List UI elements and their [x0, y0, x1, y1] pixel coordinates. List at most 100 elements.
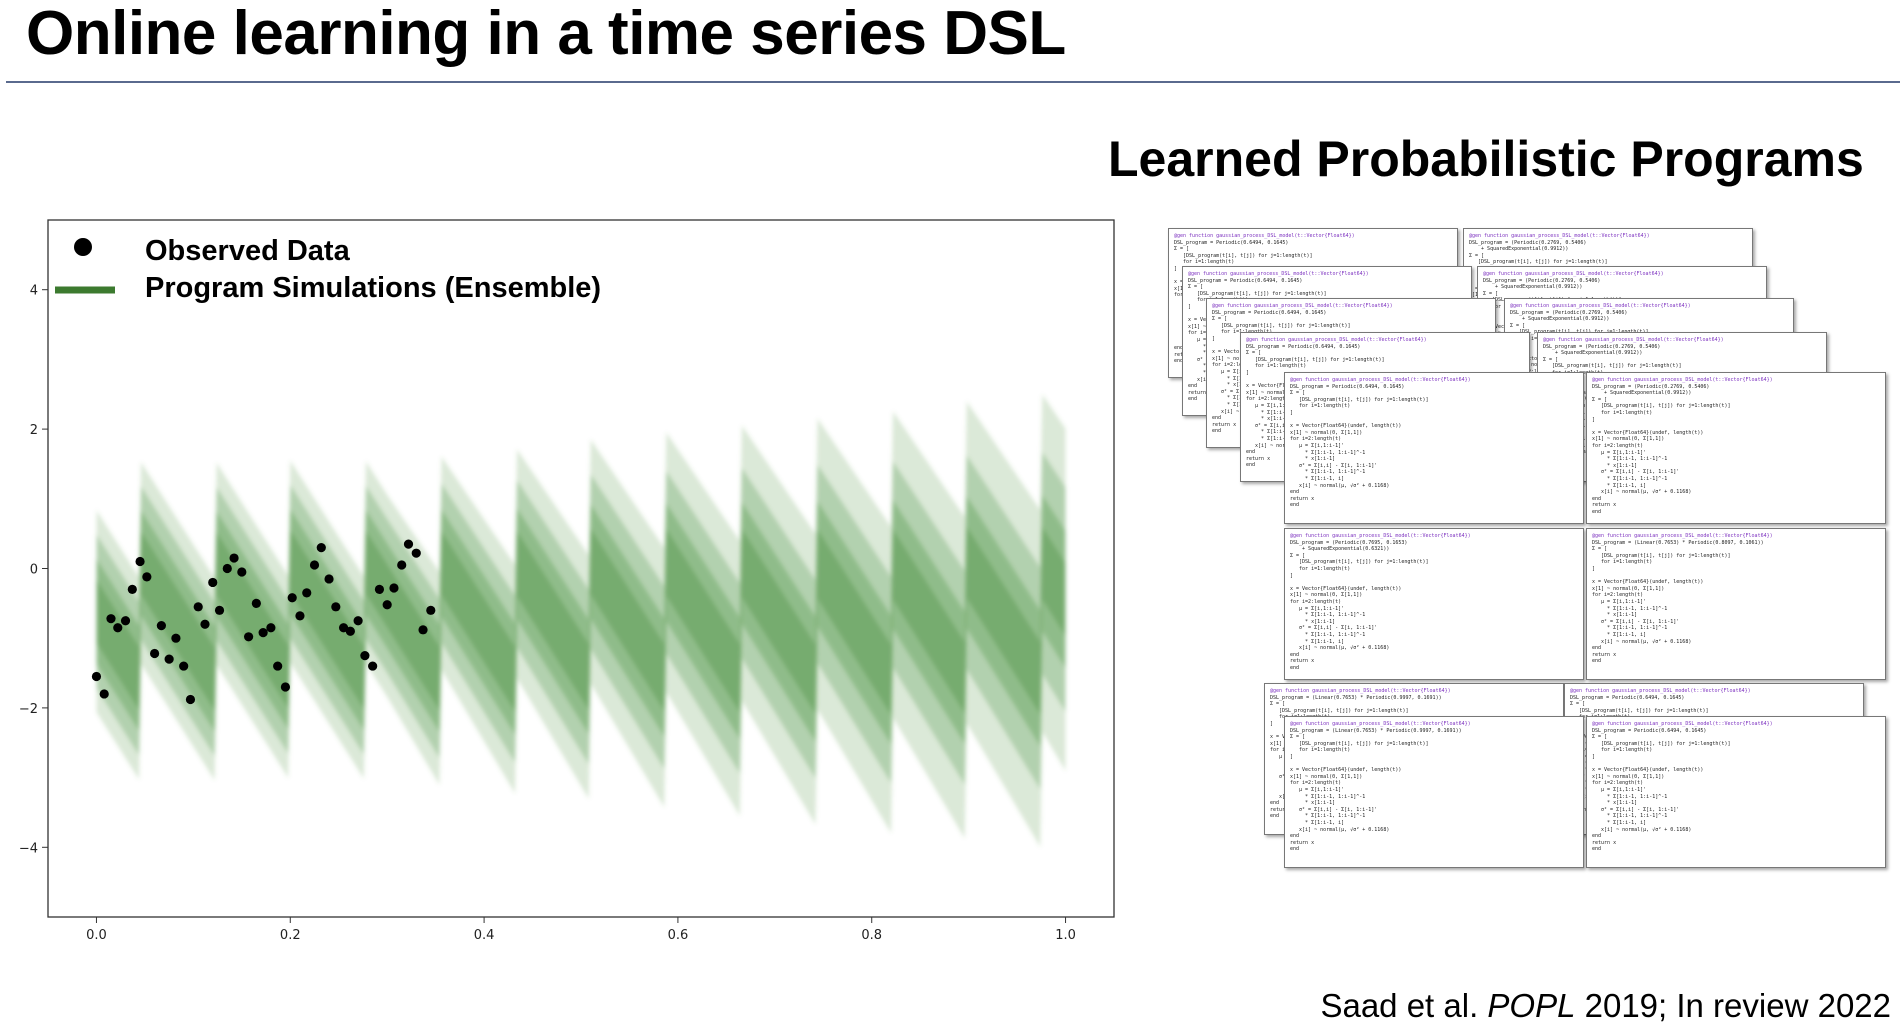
slide-title: Online learning in a time series DSL — [26, 0, 1066, 68]
observed-point — [368, 661, 378, 671]
program-kernel: DSL_program = Periodic(0.6494, 0.1645) — [1188, 277, 1303, 284]
program-kernel: DSL_program = Periodic(0.6494, 0.1645) — [1246, 343, 1361, 350]
program-header: @gen function gaussian_process_DSL_model… — [1469, 233, 1650, 239]
observed-point — [127, 584, 137, 595]
x-axis: 0.0 0.2 0.4 0.6 0.8 1.0 — [86, 917, 1076, 940]
observed-point — [185, 694, 196, 705]
y-tick-label: 4 — [30, 284, 38, 299]
program-card: @gen function gaussian_process_DSL_model… — [1284, 528, 1584, 680]
program-body: Σ = [ [DSL_program(t[i], t[j]) for j=1:l… — [1290, 552, 1429, 671]
program-header: @gen function gaussian_process_DSL_model… — [1592, 377, 1773, 383]
programs-title: Learned Probabilistic Programs — [1108, 131, 1864, 187]
program-header: @gen function gaussian_process_DSL_model… — [1290, 377, 1471, 383]
observed-point — [135, 556, 145, 567]
observed-point — [171, 633, 181, 643]
observed-point — [229, 553, 239, 563]
program-body: Σ = [ [DSL_program(t[i], t[j]) for j=1:l… — [1592, 734, 1731, 853]
observed-point — [411, 548, 421, 558]
observed-point — [353, 616, 363, 626]
observed-point — [91, 671, 102, 682]
observed-point — [273, 661, 283, 671]
observed-point — [316, 542, 326, 553]
observed-point — [374, 584, 385, 595]
y-tick-label: 0 — [30, 563, 38, 578]
program-body: Σ = [ [DSL_program(t[i], t[j]) for j=1:l… — [1592, 546, 1731, 665]
observed-point — [403, 539, 414, 549]
observed-point — [389, 583, 399, 593]
program-kernel: DSL_program = Periodic(0.6494, 0.1645) — [1570, 694, 1685, 701]
observed-point — [426, 605, 436, 615]
observed-point — [309, 560, 320, 570]
program-kernel: DSL_program = (Periodic(0.7695, 0.1653) … — [1290, 539, 1408, 553]
observed-point — [338, 623, 349, 633]
observed-point — [150, 648, 160, 659]
program-kernel: DSL_program = (Periodic(0.2769, 0.5406) … — [1483, 277, 1601, 291]
title-divider — [6, 81, 1900, 83]
program-kernel: DSL_program = (Periodic(0.2769, 0.5406) … — [1469, 239, 1587, 253]
observed-point — [113, 623, 123, 633]
y-tick-label: −4 — [19, 841, 38, 856]
program-body: Σ = [ [DSL_program(t[i], t[j]) for j=1:l… — [1290, 734, 1429, 853]
program-header: @gen function gaussian_process_DSL_model… — [1290, 721, 1471, 727]
y-tick-label: 2 — [30, 423, 38, 438]
x-tick-label: 0.8 — [861, 928, 882, 940]
program-kernel: DSL_program = (Periodic(0.2769, 0.5406) … — [1510, 309, 1628, 323]
simulation-band-3 — [96, 526, 1066, 715]
observed-point — [382, 600, 392, 610]
observed-point — [222, 563, 232, 574]
x-tick-label: 1.0 — [1055, 928, 1076, 940]
program-header: @gen function gaussian_process_DSL_model… — [1510, 303, 1691, 309]
program-card: @gen function gaussian_process_DSL_model… — [1586, 372, 1886, 524]
observed-point — [99, 689, 109, 699]
x-tick-label: 0.0 — [86, 928, 107, 940]
observed-point — [258, 628, 268, 638]
observed-point — [200, 619, 210, 629]
legend: Observed Data Program Simulations (Ensem… — [55, 235, 601, 304]
observed-point — [280, 682, 291, 692]
observed-point — [360, 651, 370, 661]
program-header: @gen function gaussian_process_DSL_model… — [1212, 303, 1393, 309]
program-kernel: DSL_program = (Periodic(0.2769, 0.5406) … — [1592, 383, 1710, 397]
observed-point — [237, 567, 247, 577]
program-header: @gen function gaussian_process_DSL_model… — [1174, 233, 1355, 239]
program-card: @gen function gaussian_process_DSL_model… — [1284, 372, 1584, 524]
program-kernel: DSL_program = Periodic(0.6494, 0.1645) — [1174, 239, 1289, 246]
y-axis: −4 −2 0 2 4 — [19, 284, 48, 856]
y-tick-label: −2 — [19, 702, 38, 717]
observed-point — [179, 661, 189, 671]
observed-point — [331, 602, 341, 612]
observed-point — [120, 616, 131, 626]
program-body: Σ = [ [DSL_program(t[i], t[j]) for j=1:l… — [1290, 390, 1429, 509]
program-body: Σ = [ [DSL_program(t[i], t[j]) for j=1:l… — [1592, 396, 1731, 515]
observed-point — [193, 602, 203, 612]
citation-suffix: 2019; In review 2022 — [1575, 987, 1891, 1024]
learned-programs-stack: @gen function gaussian_process_DSL_model… — [1168, 228, 1888, 958]
observed-point — [244, 632, 254, 642]
observed-point — [266, 623, 276, 633]
observed-point — [106, 614, 116, 624]
citation: Saad et al. POPL 2019; In review 2022 — [1320, 986, 1891, 1026]
program-header: @gen function gaussian_process_DSL_model… — [1188, 271, 1369, 277]
program-kernel: DSL_program = (Linear(0.7653) * Periodic… — [1270, 694, 1442, 701]
program-card: @gen function gaussian_process_DSL_model… — [1586, 528, 1886, 680]
observed-point — [208, 577, 218, 588]
program-header: @gen function gaussian_process_DSL_model… — [1270, 688, 1451, 694]
observed-point — [164, 654, 174, 664]
observed-point — [142, 572, 152, 582]
x-tick-label: 0.4 — [474, 928, 495, 940]
observed-point — [418, 625, 428, 635]
program-header: @gen function gaussian_process_DSL_model… — [1483, 271, 1664, 277]
legend-label-simulations: Program Simulations (Ensemble) — [145, 272, 601, 304]
x-tick-label: 0.2 — [280, 928, 301, 940]
program-header: @gen function gaussian_process_DSL_model… — [1543, 337, 1724, 343]
program-header: @gen function gaussian_process_DSL_model… — [1570, 688, 1751, 694]
observed-point — [251, 598, 261, 608]
program-header: @gen function gaussian_process_DSL_model… — [1290, 533, 1471, 539]
observed-point — [214, 605, 225, 615]
program-header: @gen function gaussian_process_DSL_model… — [1246, 337, 1427, 343]
program-kernel: DSL_program = (Periodic(0.2769, 0.5406) … — [1543, 343, 1661, 357]
program-card: @gen function gaussian_process_DSL_model… — [1586, 716, 1886, 868]
observed-point — [345, 626, 355, 636]
x-tick-label: 0.6 — [668, 928, 689, 940]
observed-point — [324, 574, 334, 584]
